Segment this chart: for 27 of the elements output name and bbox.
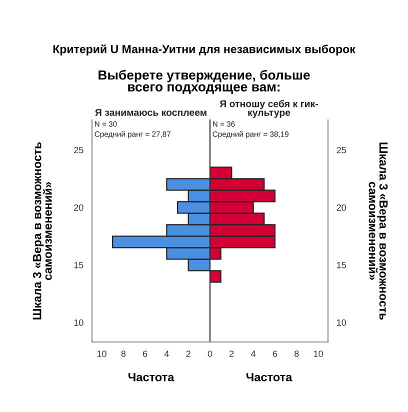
y-tick-label: 10 [74,319,84,326]
y-axis-title: Шкала 3 «Вера в возможность самоизменений» [368,142,388,320]
y-tick-label: 20 [74,204,84,211]
x-tick-label: 10 [97,350,106,357]
y-axis-title: Шкала 3 «Вера в возможность самоизменений» [32,142,52,320]
x-tick-label: 6 [272,350,278,357]
chart-title: Критерий U Манна-Уитни для независимых выборок [53,44,356,56]
x-tick-label: 0 [208,350,212,357]
x-tick-label: 8 [121,350,126,357]
x-tick-label: 4 [164,350,169,357]
y-tick-label: 15 [337,262,346,268]
legend-title: Выберете утверждение, больше всего подходящее вам: [98,70,310,94]
x-axis-title: Частота [128,373,174,382]
x-tick-label: 6 [142,350,148,357]
x-axis-title: Частота [246,373,292,382]
x-tick-label: 2 [230,350,234,357]
x-tick-label: 10 [314,350,323,357]
y-tick-label: 10 [337,319,346,326]
chart-subtitle: Я занимаюсь косплеем [95,109,206,116]
y-tick-label: 15 [74,262,84,268]
y-tick-label: 25 [336,146,346,154]
chart-subtitle: Я отношу себя к гик-культуре [220,100,318,118]
y-tick-label: 20 [336,204,346,211]
x-tick-label: 4 [251,350,256,357]
x-tick-label: 8 [294,350,299,357]
y-tick-label: 25 [74,146,84,154]
x-tick-label: 2 [186,350,190,357]
